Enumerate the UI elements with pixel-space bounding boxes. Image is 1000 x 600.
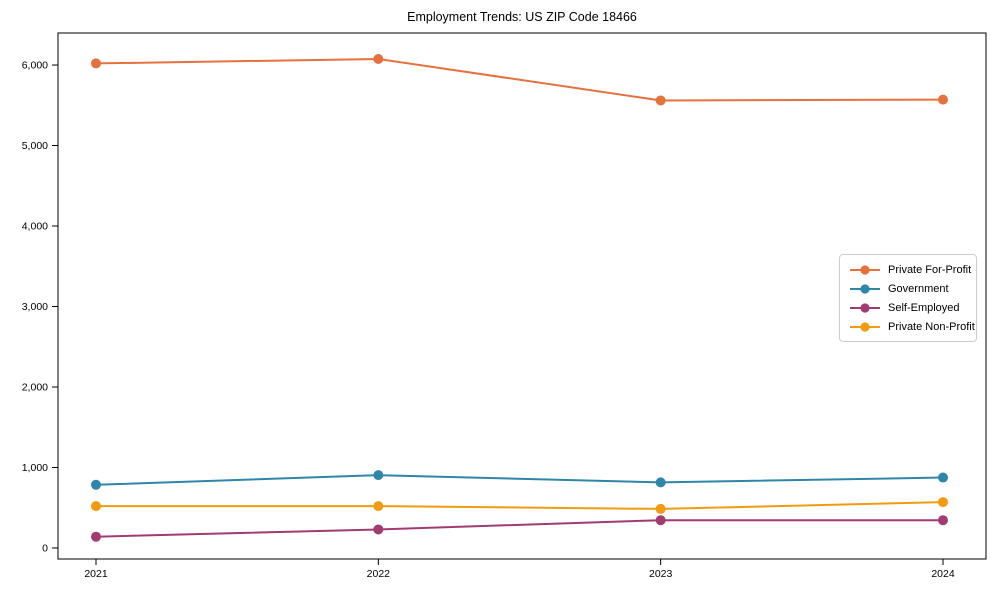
- data-point-government: [373, 470, 384, 481]
- legend-item: Government: [849, 279, 970, 298]
- data-point-private-for-profit: [91, 58, 101, 69]
- data-point-private-for-profit: [938, 94, 948, 105]
- y-tick-label: 3,000: [22, 301, 48, 313]
- series-line-private-for-profit: [95, 57, 944, 102]
- legend: Private For-Profit Government Self-Emplo…: [839, 254, 977, 342]
- x-tick-label: 2021: [84, 568, 108, 580]
- y-tick-label: 5,000: [22, 140, 48, 152]
- y-tick-label: 4,000: [22, 221, 48, 233]
- series-line-private-non-profit: [95, 501, 944, 510]
- legend-label: Private Non-Profit: [888, 320, 975, 333]
- x-tick-label: 2024: [931, 568, 955, 580]
- y-tick-label: 1,000: [22, 462, 48, 474]
- legend-label: Government: [888, 282, 949, 295]
- data-point-private-non-profit: [655, 503, 666, 514]
- series-line-self-employed: [95, 519, 944, 538]
- x-tick-label: 2022: [367, 568, 391, 580]
- data-point-private-non-profit: [91, 501, 101, 512]
- data-point-self-employed: [91, 531, 101, 542]
- data-point-self-employed: [938, 515, 948, 526]
- data-point-private-for-profit: [655, 95, 666, 106]
- legend-label: Self-Employed: [888, 301, 960, 314]
- data-point-self-employed: [373, 524, 384, 535]
- y-tick-label: 6,000: [22, 60, 48, 72]
- plot-border: [57, 32, 987, 560]
- data-point-government: [938, 472, 948, 483]
- data-point-government: [91, 479, 101, 490]
- data-point-private-non-profit: [373, 501, 384, 512]
- y-tick-label: 0: [42, 542, 48, 554]
- data-point-private-for-profit: [373, 53, 384, 64]
- legend-item: Self-Employed: [849, 298, 970, 317]
- legend-line-marker-icon: [850, 264, 880, 275]
- data-point-self-employed: [655, 515, 666, 526]
- legend-line-marker-icon: [850, 321, 880, 332]
- legend-line-marker-icon: [850, 302, 880, 313]
- legend-line-marker-icon: [850, 283, 880, 294]
- legend-item: Private Non-Profit: [849, 317, 975, 336]
- x-tick-label: 2023: [649, 568, 673, 580]
- series-line-government: [95, 474, 944, 486]
- data-point-government: [655, 477, 666, 488]
- chart-title: Employment Trends: US ZIP Code 18466: [407, 10, 637, 24]
- data-point-private-non-profit: [938, 497, 948, 508]
- legend-item: Private For-Profit: [849, 260, 972, 279]
- legend-label: Private For-Profit: [888, 263, 972, 276]
- y-tick-label: 2,000: [22, 381, 48, 393]
